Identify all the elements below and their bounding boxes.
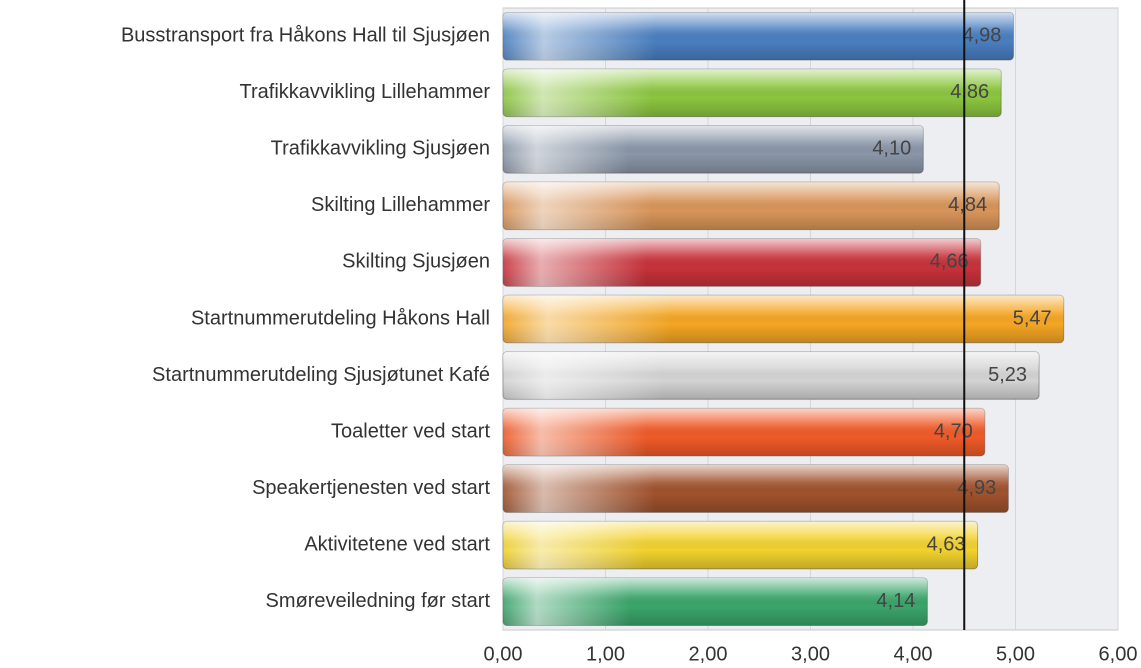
y-tick-label: Startnummerutdeling Sjusjøtunet Kafé bbox=[152, 364, 490, 386]
bar-shine bbox=[503, 351, 1040, 400]
x-tick-label: 5,00 bbox=[996, 643, 1035, 665]
x-tick-label: 1,00 bbox=[586, 643, 625, 665]
value-label: 4,14 bbox=[876, 590, 915, 612]
y-tick-label: Startnummerutdeling Håkons Hall bbox=[191, 307, 490, 329]
bar-shine bbox=[503, 408, 985, 456]
bar-shine bbox=[503, 521, 978, 569]
bar-shine bbox=[503, 182, 1000, 230]
value-label: 4,63 bbox=[927, 533, 966, 555]
value-label: 4,98 bbox=[963, 25, 1002, 47]
bar-shine bbox=[503, 69, 1002, 117]
value-label: 4,10 bbox=[872, 138, 911, 160]
value-label: 4,93 bbox=[957, 477, 996, 499]
y-tick-label: Toaletter ved start bbox=[331, 420, 490, 442]
value-label: 5,47 bbox=[1013, 307, 1052, 329]
y-tick-label: Aktivitetene ved start bbox=[304, 533, 490, 555]
bar-shine bbox=[503, 464, 1009, 513]
x-tick-label: 6,00 bbox=[1099, 643, 1138, 665]
bar-shine bbox=[503, 577, 928, 626]
bar-shine bbox=[503, 12, 1014, 61]
value-label: 4,66 bbox=[930, 251, 969, 273]
x-tick-label: 0,00 bbox=[484, 643, 523, 665]
y-tick-label: Skilting Sjusjøen bbox=[342, 251, 490, 273]
x-tick-label: 4,00 bbox=[894, 643, 933, 665]
bar-shine bbox=[503, 295, 1064, 343]
y-tick-label: Busstransport fra Håkons Hall til Sjusjø… bbox=[121, 25, 490, 47]
y-tick-label: Speakertjenesten ved start bbox=[252, 477, 490, 499]
y-tick-label: Trafikkavvikling Sjusjøen bbox=[271, 138, 490, 160]
bar-shine bbox=[503, 238, 981, 287]
value-label: 4,86 bbox=[950, 81, 989, 103]
value-label: 4,70 bbox=[934, 420, 973, 442]
value-label: 5,23 bbox=[988, 364, 1027, 386]
y-tick-label: Skilting Lillehammer bbox=[311, 194, 490, 216]
y-tick-label: Trafikkavvikling Lillehammer bbox=[240, 81, 491, 103]
bar-shine bbox=[503, 125, 924, 174]
x-tick-label: 3,00 bbox=[791, 643, 830, 665]
y-tick-label: Smøreveiledning før start bbox=[265, 590, 490, 612]
value-label: 4,84 bbox=[948, 194, 987, 216]
x-tick-label: 2,00 bbox=[689, 643, 728, 665]
